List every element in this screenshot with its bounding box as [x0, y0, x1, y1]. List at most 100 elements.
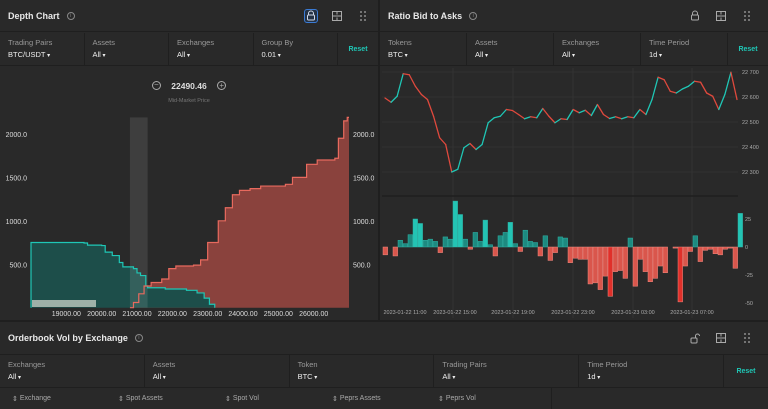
- filter-assets[interactable]: Assets All: [145, 355, 290, 387]
- y-tick-left: 1000.0: [6, 219, 28, 226]
- ratio-bar: [662, 246, 668, 274]
- ratio-bar: [557, 236, 563, 248]
- y-tick-right: 2000.0: [353, 132, 375, 139]
- filter-exchanges[interactable]: Exchanges All: [169, 33, 254, 65]
- column-label: Peprs Assets: [339, 395, 381, 402]
- unlock-icon[interactable]: [688, 331, 702, 345]
- ratio-line-segment: [499, 108, 508, 117]
- ratio-bar: [722, 246, 728, 250]
- column-spot-assets[interactable]: ⇕ Spot Assets: [118, 395, 163, 403]
- filter-value[interactable]: All: [93, 50, 161, 59]
- x-tick: 26000.00: [299, 311, 328, 318]
- layout-icon[interactable]: [714, 331, 728, 345]
- drag-handle-icon[interactable]: [740, 331, 754, 345]
- ratio-line-segment: [566, 108, 574, 121]
- filter-label: Time Period: [587, 360, 628, 369]
- ratio-line-segment: [451, 168, 459, 173]
- zoom-in-button[interactable]: +: [217, 81, 227, 91]
- ratio-line-segment: [675, 88, 684, 94]
- filter-value[interactable]: All: [562, 50, 632, 59]
- ratio-bar: [692, 235, 698, 248]
- ratio-line-segment: [560, 118, 568, 121]
- ratio-line-segment: [396, 73, 404, 97]
- filter-value[interactable]: All: [475, 50, 545, 59]
- filter-time-period[interactable]: Time Period 1d: [579, 355, 724, 387]
- filter-trading-pairs[interactable]: Trading Pairs All: [434, 355, 580, 387]
- layout-icon[interactable]: [330, 9, 344, 23]
- column-peprs-vol[interactable]: ⇕ Peprs Vol: [438, 395, 476, 403]
- lock-icon[interactable]: [688, 9, 702, 23]
- ratio-bar: [447, 238, 453, 248]
- filter-label: Assets: [92, 38, 116, 47]
- zoom-out-button[interactable]: −: [151, 81, 161, 91]
- ratio-bar: [427, 238, 433, 248]
- filter-label: Trading Pairs: [442, 360, 487, 369]
- filter-value[interactable]: All: [153, 372, 281, 381]
- filter-group-by[interactable]: Group By 0.01: [254, 33, 338, 65]
- ratio-bar: [417, 223, 423, 248]
- ratio-bar: [577, 246, 583, 260]
- filter-tokens[interactable]: Tokens BTC: [380, 33, 467, 65]
- info-icon[interactable]: i: [66, 11, 75, 20]
- depth-header: Depth Chart i: [0, 0, 378, 32]
- ratio-line-segment: [669, 90, 677, 94]
- drag-handle-icon[interactable]: [356, 9, 370, 23]
- ratio-bar: [517, 246, 523, 252]
- column-label: Spot Assets: [125, 395, 163, 402]
- filter-time-period[interactable]: Time Period 1d: [641, 33, 728, 65]
- ratio-bar: [597, 246, 603, 290]
- filter-value[interactable]: All: [8, 372, 136, 381]
- x-tick: 22000.00: [158, 311, 187, 318]
- column-spot-vol[interactable]: ⇕ Spot Vol: [225, 395, 259, 403]
- filter-label: Assets: [152, 360, 176, 369]
- ratio-bar: [437, 246, 443, 253]
- ratio-bar: [602, 246, 608, 277]
- filter-exchanges[interactable]: Exchanges All: [554, 33, 641, 65]
- x-tick: 23000.00: [193, 311, 222, 318]
- filter-assets[interactable]: Assets All: [467, 33, 554, 65]
- reset-button[interactable]: Reset: [348, 45, 368, 53]
- mid-price-value: 22490.46: [171, 80, 207, 91]
- ratio-bar: [397, 240, 403, 248]
- ratio-bar: [637, 246, 643, 260]
- filter-value[interactable]: All: [177, 50, 245, 59]
- panel-title: Ratio Bid to Asks: [388, 10, 463, 21]
- filter-token[interactable]: Token BTC: [290, 355, 435, 387]
- filter-value[interactable]: 1d: [649, 50, 719, 59]
- y-tick: 22 300: [742, 170, 759, 176]
- lock-icon[interactable]: [304, 8, 318, 23]
- filter-value[interactable]: 1d: [587, 372, 715, 381]
- ratio-bar: [712, 246, 718, 254]
- column-peprs-assets[interactable]: ⇕ Peprs Assets: [332, 395, 381, 403]
- ratio-line-segment: [548, 115, 556, 124]
- filter-label: Tokens: [388, 38, 412, 47]
- ratio-bar: [552, 246, 558, 253]
- y-tick-right: 500.0: [353, 262, 371, 269]
- x-tick: 2023-01-22 15:00: [433, 310, 476, 316]
- reset-button[interactable]: Reset: [738, 45, 758, 53]
- filter-exchanges[interactable]: Exchanges All: [0, 355, 145, 387]
- filter-assets[interactable]: Assets All: [85, 33, 169, 65]
- ratio-line-segment: [663, 79, 671, 92]
- filter-value[interactable]: BTC: [298, 372, 426, 381]
- filter-value[interactable]: 0.01: [262, 50, 330, 59]
- reset-button[interactable]: Reset: [736, 367, 756, 375]
- ratio-line-segment: [681, 85, 690, 90]
- ratio-bar: [607, 246, 613, 297]
- ratio-line-segment: [523, 116, 532, 120]
- filter-trading-pairs[interactable]: Trading Pairs BTC/USDT: [0, 33, 85, 65]
- ratio-bar: [407, 234, 413, 248]
- drag-handle-icon[interactable]: [740, 9, 754, 23]
- ratio-line-segment: [730, 71, 738, 101]
- column-exchange[interactable]: ⇕ Exchange: [12, 395, 51, 403]
- ratio-line-segment: [469, 142, 477, 151]
- layout-icon[interactable]: [714, 9, 728, 23]
- filter-value[interactable]: BTC: [388, 50, 458, 59]
- filter-value[interactable]: All: [442, 372, 570, 381]
- filter-value[interactable]: BTC/USDT: [8, 50, 76, 59]
- ratio-bar: [422, 240, 428, 248]
- ratio-line-segment: [724, 71, 732, 96]
- orderbook-filters: Exchanges All Assets All Token BTC Trading …: [0, 355, 768, 388]
- info-icon[interactable]: i: [469, 11, 478, 20]
- info-icon[interactable]: i: [134, 334, 143, 342]
